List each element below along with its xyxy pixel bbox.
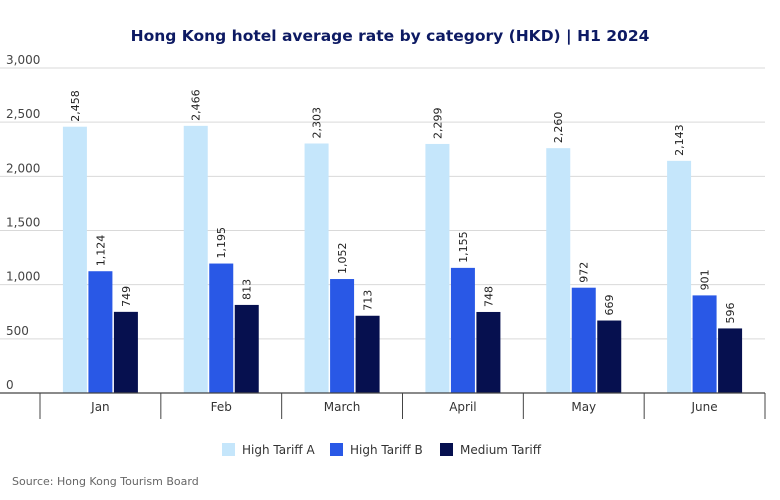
x-tick-label: May [571, 400, 596, 414]
bar-high-tariff-a [304, 143, 329, 393]
bar-high-tariff-a [62, 126, 87, 393]
x-tick-label: June [691, 400, 718, 414]
data-label: 1,124 [94, 235, 107, 267]
bar-medium-tariff [476, 311, 501, 393]
data-label: 2,260 [552, 112, 565, 144]
bar-high-tariff-b [330, 279, 355, 393]
data-label: 2,466 [190, 89, 203, 121]
y-tick-label: 2,500 [6, 107, 40, 121]
x-tick-label: April [449, 400, 476, 414]
bar-high-tariff-b [692, 295, 717, 393]
bar-high-tariff-a [183, 125, 208, 393]
bar-medium-tariff [234, 304, 259, 393]
data-label: 972 [578, 262, 591, 283]
data-label: 669 [603, 295, 616, 316]
bar-medium-tariff [355, 315, 380, 393]
legend: High Tariff A High Tariff B Medium Tariff [222, 443, 542, 457]
x-tick-label: Feb [211, 400, 232, 414]
gridlines: 0 500 1,000 1,500 2,000 2,500 3,000 [0, 53, 765, 392]
legend-swatch [330, 443, 343, 456]
legend-label: High Tariff B [350, 443, 423, 457]
bar-high-tariff-a [667, 160, 692, 393]
legend-label: High Tariff A [242, 443, 315, 457]
bar-high-tariff-a [546, 148, 571, 393]
data-label: 748 [482, 286, 495, 307]
legend-label: Medium Tariff [460, 443, 542, 457]
bar-high-tariff-b [571, 287, 596, 393]
data-label: 1,155 [457, 231, 470, 263]
data-label: 1,052 [336, 243, 349, 275]
x-tick-label: March [324, 400, 361, 414]
data-label: 901 [699, 269, 712, 290]
legend-swatch [440, 443, 453, 456]
y-tick-label: 1,500 [6, 216, 40, 230]
data-label: 813 [241, 279, 254, 300]
y-tick-label: 500 [6, 324, 29, 338]
y-tick-label: 0 [6, 378, 14, 392]
y-tick-label: 3,000 [6, 53, 40, 67]
x-tick-label: Jan [90, 400, 110, 414]
data-label: 1,195 [215, 227, 228, 259]
data-label: 749 [120, 286, 133, 307]
bar-high-tariff-b [450, 267, 475, 393]
bar-medium-tariff [597, 320, 622, 393]
y-tick-label: 2,000 [6, 161, 40, 175]
chart-title: Hong Kong hotel average rate by category… [131, 27, 650, 46]
legend-swatch [222, 443, 235, 456]
y-tick-label: 1,000 [6, 270, 40, 284]
bar-high-tariff-b [88, 271, 113, 393]
source-note: Source: Hong Kong Tourism Board [12, 475, 199, 488]
bar-medium-tariff [113, 311, 138, 393]
bar-high-tariff-a [425, 143, 450, 393]
data-label: 2,299 [431, 107, 444, 139]
bar-high-tariff-b [209, 263, 234, 393]
bars: 2,458 1,124 749 2,466 1,195 813 2,303 1,052 713 2… [62, 89, 743, 393]
data-label: 596 [724, 302, 737, 323]
data-label: 2,458 [69, 90, 82, 122]
data-label: 713 [362, 290, 375, 311]
data-label: 2,303 [311, 107, 324, 139]
x-axis: Jan Feb March April May June [0, 392, 766, 419]
bar-medium-tariff [718, 328, 743, 393]
data-label: 2,143 [673, 124, 686, 156]
